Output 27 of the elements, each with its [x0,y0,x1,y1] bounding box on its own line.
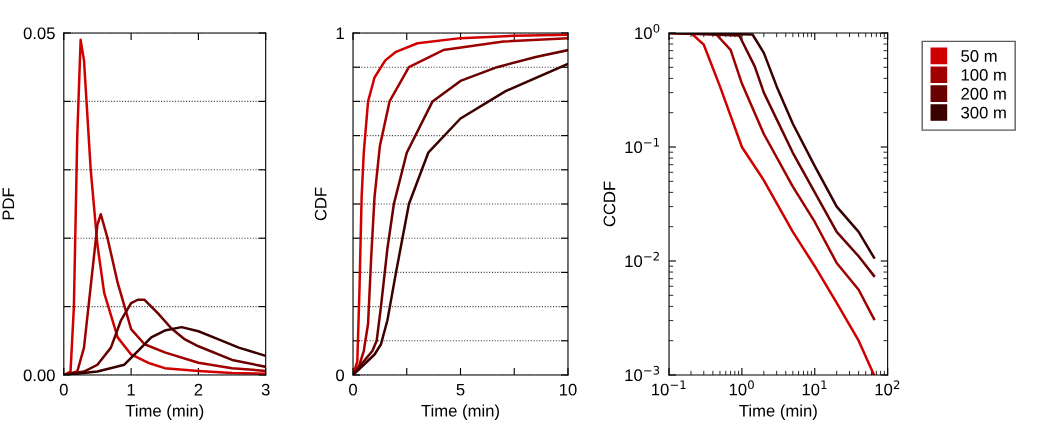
y-tick-label: 0.00 [23,369,55,382]
x-tick-label: 0 [349,383,358,396]
x-axis-title: Time (min) [125,404,204,420]
x-tick-label: 10$^{2}$ [875,380,900,396]
y-tick-label: 10$^{0}$ [635,23,660,40]
legend-label: 200 m [961,87,1006,100]
y-axis-title: CDF [314,187,327,221]
y-axis-title: PDF [2,188,15,220]
x-tick-label: 1 [127,383,135,396]
legend-label: 300 m [961,106,1006,119]
x-axis-title: Time (min) [739,404,817,420]
y-tick-label: 10$^{−1}$ [625,138,660,154]
y-tick-label: 0.05 [23,27,55,40]
y-tick-label: 10$^{−2}$ [625,251,659,268]
x-tick-label: 10$^{−1}$ [652,380,686,396]
x-tick-label: 5 [456,383,465,396]
x-axis-title: Time (min) [421,404,499,420]
legend-label: 50 m [961,50,997,62]
x-tick-label: 2 [194,383,203,396]
y-tick-label: 10$^{−3}$ [625,365,660,382]
legend-label: 100 m [961,68,1006,81]
x-tick-label: 10$^{0}$ [729,380,754,396]
x-tick-label: 10$^{1}$ [802,380,827,396]
x-tick-label: 0 [59,383,68,396]
x-tick-label: 10 [559,383,577,396]
x-tick-label: 3 [261,383,270,396]
y-axis-title: CCDF [603,181,616,227]
